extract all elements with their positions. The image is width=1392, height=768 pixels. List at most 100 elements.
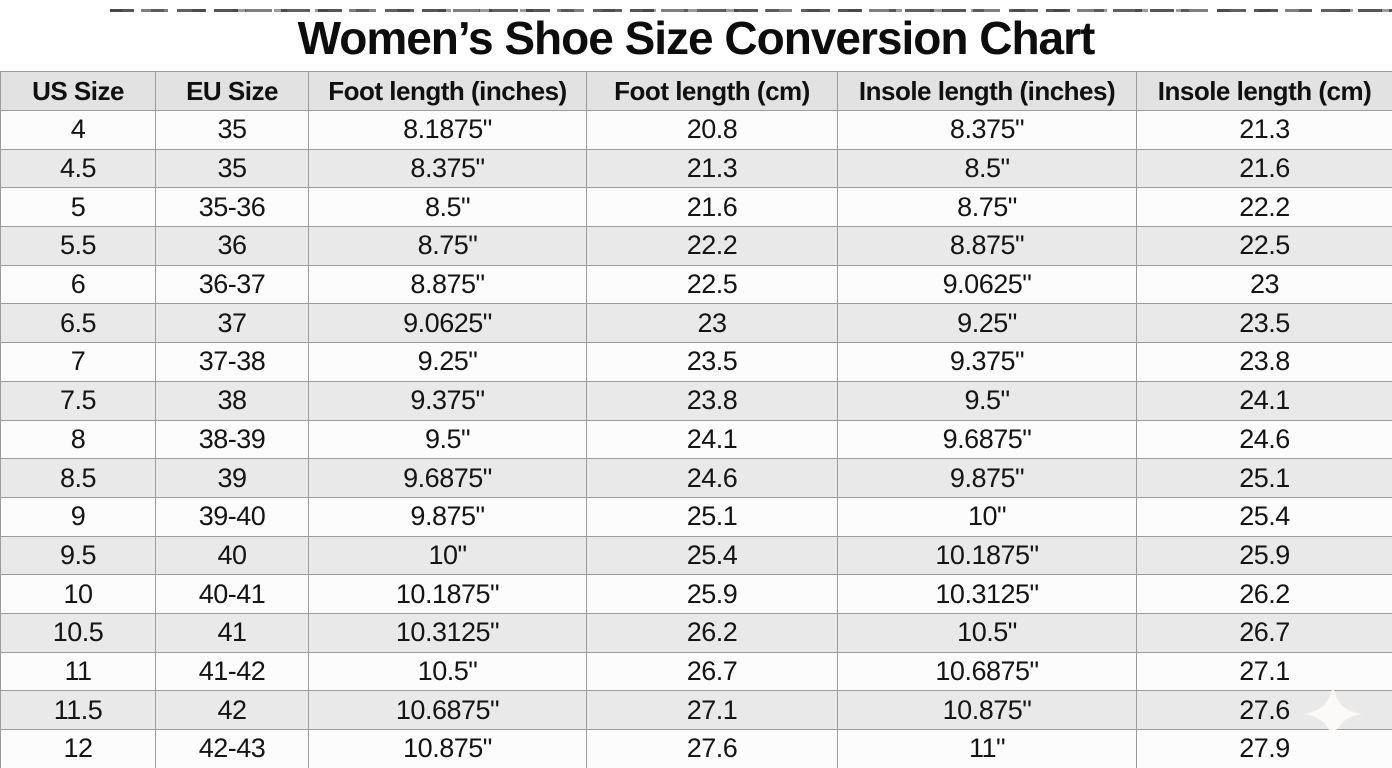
table-row: 11.5 42 10.6875" 27.1 10.875" 27.6	[0, 690, 1392, 730]
table-cell: 9.25"	[308, 342, 587, 382]
table-cell: 8.5"	[837, 148, 1137, 189]
table-cell: 12	[0, 729, 156, 768]
table-cell: 8.875"	[308, 264, 587, 305]
table-cell: 10.875"	[837, 690, 1137, 730]
table-cell: 11.5	[0, 690, 156, 730]
table-cell: 9.0625"	[837, 264, 1137, 305]
table-cell: 23.8	[1136, 342, 1392, 382]
table-cell: 9	[0, 496, 156, 537]
table-cell: 10"	[308, 535, 587, 576]
table-cell: 22.5	[586, 264, 838, 305]
table-cell: 22.2	[1136, 187, 1392, 228]
table-cell: 25.1	[586, 496, 838, 537]
table-cell: 8.75"	[308, 226, 587, 266]
table-cell: 10.1875"	[308, 574, 587, 614]
table-cell: 39	[155, 458, 309, 498]
table-row: 8 38-39 9.5" 24.1 9.6875" 24.6	[0, 419, 1392, 460]
table-cell: 7	[0, 342, 156, 382]
table-cell: 23.8	[586, 380, 838, 421]
table-cell: 23.5	[1136, 303, 1392, 344]
table-cell: 23.5	[586, 342, 838, 382]
table-cell: 20.8	[586, 110, 838, 150]
column-header: US Size	[0, 71, 156, 111]
table-cell: 8.375"	[308, 148, 587, 189]
table-cell: 24.6	[586, 458, 838, 498]
table-cell: 6.5	[0, 303, 156, 344]
table-cell: 10.3125"	[837, 574, 1137, 614]
table-cell: 8.1875"	[308, 110, 587, 150]
table-cell: 26.7	[586, 651, 838, 692]
table-cell: 9.5"	[837, 380, 1137, 421]
table-row: 9 39-40 9.875" 25.1 10" 25.4	[0, 496, 1392, 537]
table-cell: 27.9	[1136, 729, 1392, 768]
cropped-text-artifact	[110, 9, 1392, 12]
table-cell: 41-42	[155, 651, 309, 692]
table-cell: 8	[0, 419, 156, 460]
table-cell: 35	[155, 148, 309, 189]
table-cell: 23	[1136, 264, 1392, 305]
table-cell: 37-38	[155, 342, 309, 382]
table-cell: 8.5	[0, 458, 156, 498]
table-cell: 7.5	[0, 380, 156, 421]
table-cell: 21.3	[586, 148, 838, 189]
table-cell: 27.1	[1136, 651, 1392, 692]
table-cell: 4	[0, 110, 156, 150]
table-cell: 10.6875"	[837, 651, 1137, 692]
table-cell: 40-41	[155, 574, 309, 614]
table-cell: 26.7	[1136, 612, 1392, 653]
table-cell: 21.6	[1136, 148, 1392, 189]
table-cell: 10	[0, 574, 156, 614]
table-cell: 10.5"	[308, 651, 587, 692]
table-row: 6.5 37 9.0625" 23 9.25" 23.5	[0, 303, 1392, 344]
column-header: Insole length (inches)	[837, 71, 1137, 111]
table-cell: 9.6875"	[308, 458, 587, 498]
table-cell: 35-36	[155, 187, 309, 228]
table-cell: 23	[586, 303, 838, 344]
table-row: 9.5 40 10" 25.4 10.1875" 25.9	[0, 535, 1392, 576]
table-cell: 9.375"	[308, 380, 587, 421]
table-cell: 26.2	[1136, 574, 1392, 614]
table-row: 5 35-36 8.5" 21.6 8.75" 22.2	[0, 187, 1392, 228]
table-cell: 38	[155, 380, 309, 421]
table-cell: 36	[155, 226, 309, 266]
table-cell: 21.3	[1136, 110, 1392, 150]
table-cell: 9.0625"	[308, 303, 587, 344]
table-cell: 5	[0, 187, 156, 228]
table-cell: 9.375"	[837, 342, 1137, 382]
table-row: 10 40-41 10.1875" 25.9 10.3125" 26.2	[0, 574, 1392, 614]
table-cell: 38-39	[155, 419, 309, 460]
table-cell: 9.875"	[837, 458, 1137, 498]
table-cell: 40	[155, 535, 309, 576]
table-row: 11 41-42 10.5" 26.7 10.6875" 27.1	[0, 651, 1392, 692]
table-cell: 10"	[837, 496, 1137, 537]
table-cell: 11"	[837, 729, 1137, 768]
table-cell: 35	[155, 110, 309, 150]
table-cell: 21.6	[586, 187, 838, 228]
table-cell: 8.75"	[837, 187, 1137, 228]
table-cell: 25.4	[1136, 496, 1392, 537]
table-cell: 41	[155, 612, 309, 653]
table-cell: 11	[0, 651, 156, 692]
table-cell: 22.5	[1136, 226, 1392, 266]
column-header: Foot length (cm)	[586, 71, 838, 111]
table-row: 7 37-38 9.25" 23.5 9.375" 23.8	[0, 342, 1392, 382]
table-row: 6 36-37 8.875" 22.5 9.0625" 23	[0, 264, 1392, 305]
table-cell: 42-43	[155, 729, 309, 768]
table-cell: 24.1	[586, 419, 838, 460]
table-row: 10.5 41 10.3125" 26.2 10.5" 26.7	[0, 612, 1392, 653]
table-cell: 8.875"	[837, 226, 1137, 266]
column-header: Insole length (cm)	[1136, 71, 1392, 111]
table-cell: 9.5"	[308, 419, 587, 460]
column-header: EU Size	[155, 71, 309, 111]
table-cell: 5.5	[0, 226, 156, 266]
table-cell: 4.5	[0, 148, 156, 189]
table-cell: 24.6	[1136, 419, 1392, 460]
shoe-size-conversion-table: US Size EU Size Foot length (inches) Foot l…	[0, 71, 1392, 768]
table-cell: 27.6	[586, 729, 838, 768]
table-cell: 10.875"	[308, 729, 587, 768]
table-cell: 9.25"	[837, 303, 1137, 344]
column-header: Foot length (inches)	[308, 71, 587, 111]
table-cell: 10.5"	[837, 612, 1137, 653]
table-cell: 9.6875"	[837, 419, 1137, 460]
table-cell: 27.6	[1136, 690, 1392, 730]
